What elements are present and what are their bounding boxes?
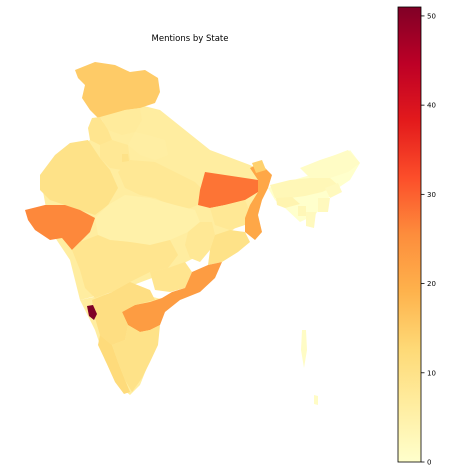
state-karnataka (92, 282, 155, 345)
state-delhi (122, 154, 129, 162)
state-nagaland (325, 183, 342, 198)
state-uttarakhand (128, 132, 168, 160)
colorbar-tick-label: 20 (427, 280, 436, 288)
colorbar-tick-label: 0 (427, 459, 431, 467)
colorbar: 0 10 20 30 40 50 (397, 6, 436, 467)
colorbar-tick-label: 10 (427, 369, 436, 377)
colorbar-tick-label: 40 (427, 102, 436, 110)
state-himachal-pradesh (100, 108, 142, 135)
state-tamil-nadu (112, 325, 160, 392)
state-meghalaya (276, 197, 300, 208)
state-odisha (208, 230, 250, 265)
state-andaman-and-nicobar-islands (301, 330, 318, 405)
state-sikkim (252, 160, 266, 173)
state-chhattisgarh (185, 222, 215, 262)
state-punjab (88, 117, 112, 145)
state-andhra-pradesh (122, 262, 222, 332)
state-jharkhand (210, 200, 250, 230)
state-telangana (150, 262, 192, 292)
colorbar-gradient (397, 6, 422, 463)
colorbar-ticks: 0 10 20 30 40 50 (421, 12, 436, 467)
state-maharashtra (72, 235, 178, 298)
state-manipur (318, 198, 330, 212)
state-rajasthan (40, 140, 118, 215)
state-haryana (100, 140, 130, 170)
state-tripura (298, 206, 306, 216)
state-goa (87, 305, 97, 320)
india-map (25, 62, 360, 405)
state-assam (270, 178, 338, 198)
state-arunachal-pradesh (300, 150, 360, 180)
state-uttar-pradesh (118, 160, 205, 210)
colorbar-tick-label: 50 (427, 12, 436, 20)
chart-title: Mentions by State (152, 34, 229, 44)
state-west-bengal (245, 163, 272, 240)
state-bihar (198, 172, 258, 208)
state-mizoram (306, 212, 316, 228)
state-kerala (98, 335, 130, 394)
colorbar-tick-label: 30 (427, 191, 436, 199)
state-madhya-pradesh (95, 195, 200, 245)
state-jammu-and-kashmir (75, 62, 160, 118)
state-gujarat (25, 205, 95, 250)
